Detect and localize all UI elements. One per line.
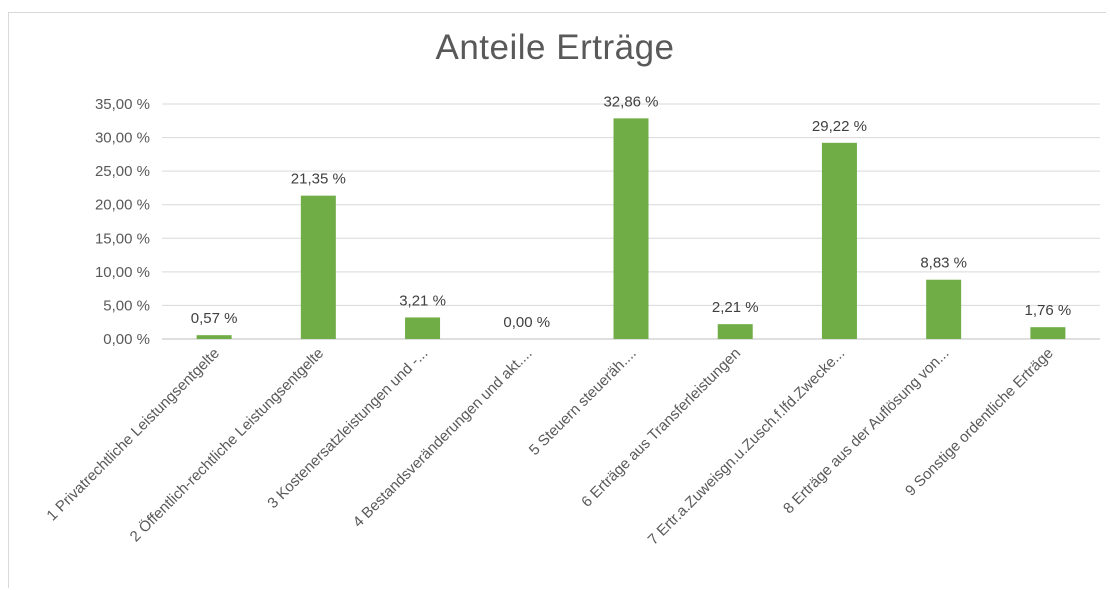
data-label: 32,86 %: [603, 93, 658, 110]
y-tick-label: 10,00 %: [95, 264, 150, 281]
category-label: 8 Erträge aus der Auflösung von...: [780, 345, 952, 517]
bar: [821, 142, 857, 339]
y-axis-ticks: 0,00 % 5,00 % 10,00 % 15,00 % 20,00 % 25,00 %…: [95, 96, 150, 348]
y-tick-label: 25,00 %: [95, 163, 150, 180]
chart-title: Anteile Erträge: [435, 28, 675, 67]
category-label: 7 Ertr.a.Zuweisgn.u.Zusch.f.lfd.Zwecke..…: [645, 345, 849, 549]
bar: [926, 279, 962, 339]
data-label: 21,35 %: [291, 171, 346, 188]
y-tick-label: 0,00 %: [103, 331, 150, 348]
chart-frame: [8, 12, 1106, 588]
category-label: 5 Steuern steueräh....: [526, 345, 640, 459]
bar: [717, 324, 753, 339]
bar: [613, 118, 649, 340]
y-tick-label: 5,00 %: [103, 297, 150, 314]
category-label: 2 Öffentlich-rechtliche Leistungsentgelt…: [126, 344, 327, 545]
bar: [1030, 327, 1066, 339]
data-label: 0,00 %: [503, 314, 550, 331]
data-label: 1,76 %: [1025, 302, 1072, 319]
bar: [300, 195, 336, 339]
bar: [196, 335, 232, 339]
data-label: 3,21 %: [399, 292, 446, 309]
category-label: 1 Privatrechtliche Leistungsentgelte: [43, 345, 222, 524]
data-label: 2,21 %: [712, 299, 759, 316]
y-tick-label: 30,00 %: [95, 130, 150, 147]
category-label: 4 Bestandsveränderungen und akt....: [350, 345, 536, 531]
bars: [196, 118, 1066, 340]
data-labels: 0,57 % 21,35 % 3,21 % 0,00 % 32,86 % 2,21 % 29…: [191, 93, 1071, 331]
data-label: 8,83 %: [920, 255, 967, 272]
y-tick-label: 20,00 %: [95, 197, 150, 214]
y-tick-label: 35,00 %: [95, 96, 150, 113]
y-tick-label: 15,00 %: [95, 230, 150, 247]
data-label: 29,22 %: [812, 118, 867, 135]
bar: [405, 317, 441, 339]
data-label: 0,57 %: [191, 310, 238, 327]
